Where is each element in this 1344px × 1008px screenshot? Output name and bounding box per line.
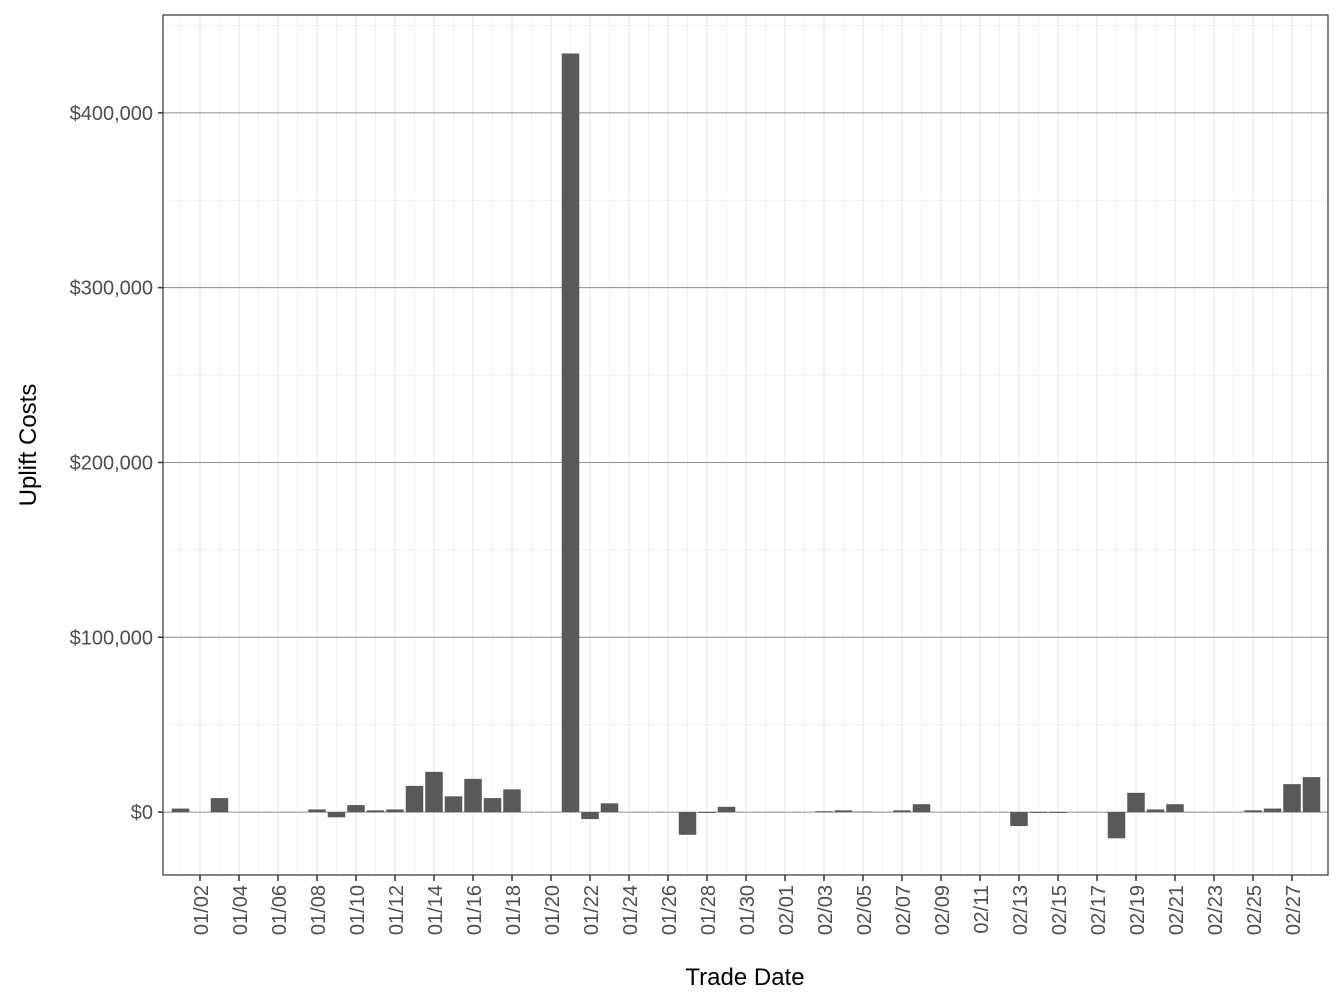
bar — [912, 804, 931, 813]
bar — [1263, 808, 1282, 813]
bar — [425, 771, 443, 813]
x-tick-label: 01/22 — [581, 885, 603, 935]
y-tick-label: $400,000 — [70, 103, 153, 125]
x-tick-label: 02/01 — [776, 885, 798, 935]
bar — [327, 812, 346, 818]
bar — [698, 812, 716, 813]
x-tick-label: 02/03 — [815, 885, 837, 935]
x-tick-label: 02/21 — [1166, 885, 1188, 935]
x-tick-label: 01/10 — [347, 885, 369, 935]
x-tick-label: 01/14 — [425, 885, 447, 935]
x-tick-label: 02/09 — [932, 885, 954, 935]
bar — [444, 796, 463, 813]
x-tick-label: 02/07 — [893, 885, 915, 935]
bar — [210, 798, 229, 813]
bar — [1107, 812, 1126, 839]
x-tick-label: 01/26 — [659, 885, 681, 935]
bar — [171, 808, 190, 813]
bar — [483, 798, 502, 813]
y-tick-label: $0 — [131, 802, 153, 824]
bar — [1127, 792, 1145, 813]
bar — [854, 811, 872, 813]
x-tick-label: 02/27 — [1283, 885, 1305, 935]
x-tick-label: 02/15 — [1049, 885, 1071, 935]
bar — [464, 778, 482, 813]
plot-border — [162, 14, 1329, 876]
bar — [366, 810, 385, 813]
x-tick-label: 02/25 — [1244, 885, 1266, 935]
bar — [581, 812, 599, 820]
bar — [347, 805, 365, 813]
bar — [815, 811, 833, 813]
bar — [1146, 809, 1165, 813]
bar — [1010, 812, 1028, 827]
bar — [717, 806, 736, 813]
bar — [893, 810, 911, 813]
x-tick-label: 01/28 — [698, 885, 720, 935]
x-tick-label: 01/20 — [542, 885, 564, 935]
x-tick-label: 01/24 — [620, 885, 642, 935]
bar — [503, 789, 521, 813]
bar — [600, 803, 619, 813]
bar — [1302, 777, 1321, 813]
bar — [1283, 784, 1301, 813]
bar — [678, 812, 697, 835]
y-tick-label: $100,000 — [70, 627, 153, 649]
y-axis-title: Uplift Costs — [15, 384, 42, 507]
bar — [1244, 810, 1262, 813]
bar — [834, 810, 853, 813]
bar — [308, 809, 326, 813]
x-tick-label: 01/02 — [191, 885, 213, 935]
bar — [386, 809, 404, 813]
x-tick-label: 02/19 — [1127, 885, 1149, 935]
bar — [1049, 812, 1067, 813]
y-tick-label: $200,000 — [70, 452, 153, 474]
x-tick-label: 01/12 — [386, 885, 408, 935]
x-axis-title: Trade Date — [685, 964, 804, 991]
x-tick-label: 02/11 — [971, 885, 993, 934]
x-tick-label: 01/30 — [737, 885, 759, 935]
bar — [561, 53, 580, 813]
x-tick-label: 01/16 — [464, 885, 486, 935]
bar — [1166, 804, 1184, 813]
x-tick-label: 02/05 — [854, 885, 876, 935]
y-tick-label: $300,000 — [70, 278, 153, 300]
bar — [405, 785, 424, 813]
x-tick-label: 01/08 — [308, 885, 330, 935]
x-tick-label: 02/23 — [1205, 885, 1227, 935]
x-tick-label: 02/17 — [1088, 885, 1110, 935]
x-tick-label: 01/04 — [230, 885, 252, 935]
x-tick-label: 02/13 — [1010, 885, 1032, 935]
x-tick-label: 01/06 — [269, 885, 291, 935]
bar — [1029, 812, 1048, 813]
x-tick-label: 01/18 — [503, 885, 525, 935]
